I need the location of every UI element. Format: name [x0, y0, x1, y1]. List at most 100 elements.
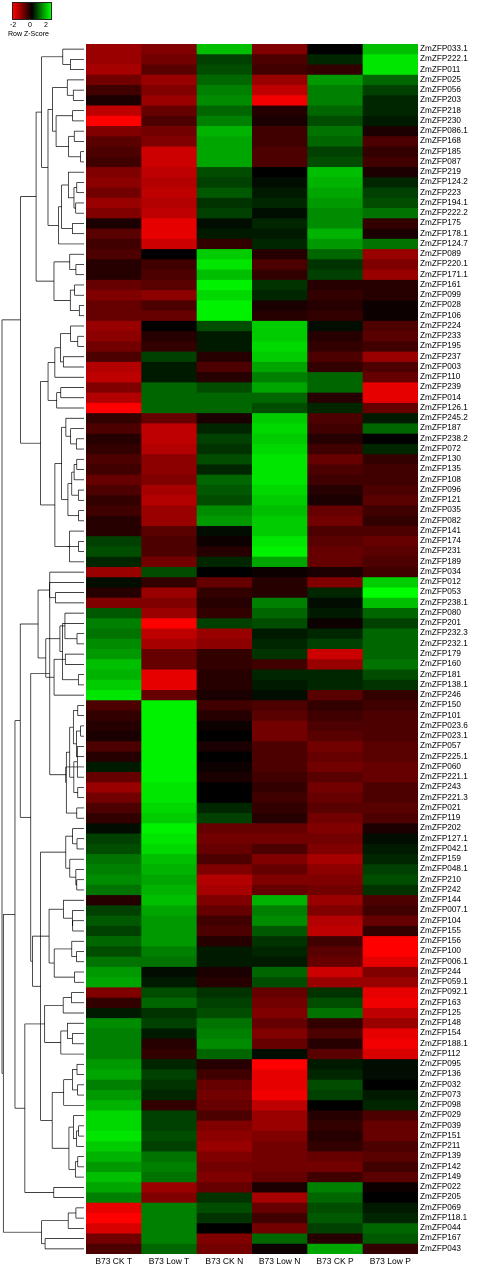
heatmap-cell: [86, 1079, 142, 1091]
row-label: ZmZFP244: [420, 966, 461, 976]
heatmap-cell: [307, 915, 364, 927]
heatmap-cell: [252, 1182, 308, 1194]
heatmap-cell: [86, 146, 142, 158]
row-label: ZmZFP127.1: [420, 833, 468, 843]
heatmap-cell: [196, 454, 253, 466]
heatmap-cell: [86, 690, 142, 701]
row-label: ZmZFP224: [420, 320, 461, 330]
heatmap-cell: [86, 1007, 142, 1019]
row-label: ZmZFP044: [420, 1223, 461, 1233]
heatmap-cell: [141, 464, 198, 476]
heatmap-cell: [141, 1028, 198, 1040]
column-labels: B73 CK T B73 Low T B73 CK N B73 Low N B73 CK…: [86, 1256, 418, 1270]
heatmap-cell: [362, 936, 418, 947]
heatmap-cell: [141, 556, 198, 568]
row-label: ZmZFP028: [420, 300, 461, 310]
heatmap-cell: [196, 310, 253, 322]
heatmap-cell: [362, 279, 418, 291]
heatmap-cell: [141, 690, 198, 701]
row-label: ZmZFP119: [420, 813, 461, 823]
heatmap-cell: [362, 238, 418, 250]
heatmap-cell: [307, 525, 364, 537]
heatmap-cell: [86, 946, 142, 958]
heatmap-cell: [307, 628, 364, 640]
heatmap-cell: [196, 464, 253, 476]
heatmap-cell: [307, 1007, 364, 1019]
heatmap-cell: [86, 966, 142, 978]
heatmap-cell: [141, 382, 198, 394]
column-label: B73 Low N: [258, 1256, 301, 1266]
heatmap-cell: [252, 905, 308, 917]
heatmap-cell: [362, 915, 418, 927]
heatmap-cell: [86, 300, 142, 312]
heatmap-cell: [307, 136, 364, 148]
heatmap-cell: [307, 1161, 364, 1173]
heatmap-cell: [252, 607, 308, 619]
heatmap-cell: [141, 700, 198, 712]
heatmap-cell: [141, 187, 198, 199]
heatmap-cell: [196, 1161, 253, 1173]
color-key-tick-low: -2: [10, 22, 17, 29]
row-label: ZmZFP034: [420, 566, 461, 576]
heatmap-cell: [141, 54, 198, 66]
heatmap-cell: [141, 751, 198, 763]
heatmap-cell: [86, 1233, 142, 1245]
row-label: ZmZFP025: [420, 74, 461, 84]
heatmap-cell: [141, 731, 198, 742]
heatmap-cell: [141, 956, 198, 968]
row-label: ZmZFP231: [420, 546, 461, 556]
heatmap-cell: [362, 556, 418, 568]
heatmap-cell: [252, 218, 308, 230]
heatmap-cell: [196, 536, 253, 548]
row-label: ZmZFP118.1: [420, 1212, 468, 1222]
heatmap-cell: [196, 895, 253, 906]
heatmap-cell: [196, 208, 253, 219]
heatmap-cell: [86, 956, 142, 968]
heatmap-cell: [307, 1018, 364, 1029]
heatmap-cell: [362, 1182, 418, 1194]
heatmap-cell: [362, 505, 418, 517]
row-label: ZmZFP178.1: [420, 228, 468, 238]
heatmap-cell: [196, 782, 253, 794]
heatmap-cell: [252, 792, 308, 804]
heatmap-cell: [252, 710, 308, 722]
heatmap-cell: [86, 382, 142, 394]
heatmap-cell: [252, 1089, 308, 1101]
heatmap-cell: [196, 1202, 253, 1214]
heatmap-cell: [362, 126, 418, 137]
heatmap-cell: [252, 597, 308, 609]
heatmap-cell: [252, 782, 308, 794]
heatmap-cell: [141, 1161, 198, 1173]
heatmap-cell: [307, 1141, 364, 1153]
heatmap-cell: [86, 74, 142, 86]
heatmap-cell: [141, 310, 198, 322]
heatmap-cell: [86, 177, 142, 189]
heatmap-cell: [307, 413, 364, 424]
heatmap-cell: [196, 259, 253, 271]
heatmap-cell: [196, 269, 253, 281]
heatmap-cell: [307, 638, 364, 650]
heatmap-cell: [141, 1130, 198, 1142]
heatmap-grid: [86, 44, 418, 1254]
heatmap-cell: [307, 259, 364, 271]
heatmap-cell: [196, 761, 253, 773]
heatmap-cell: [307, 700, 364, 712]
heatmap-cell: [362, 956, 418, 968]
heatmap-cell: [196, 1079, 253, 1091]
heatmap-cell: [307, 1069, 364, 1081]
heatmap-cell: [252, 1223, 308, 1235]
heatmap-cell: [196, 1110, 253, 1122]
row-label: ZmZFP124.2: [420, 177, 468, 187]
heatmap-cell: [362, 167, 418, 178]
heatmap-cell: [196, 854, 253, 865]
heatmap-cell: [252, 331, 308, 342]
heatmap-cell: [196, 1038, 253, 1050]
row-label: ZmZFP221.3: [420, 792, 468, 802]
row-label: ZmZFP233: [420, 331, 461, 341]
heatmap-cell: [196, 484, 253, 496]
heatmap-cell: [307, 1028, 364, 1040]
heatmap-cell: [252, 1007, 308, 1019]
heatmap-cell: [307, 997, 364, 1009]
row-label: ZmZFP108: [420, 474, 461, 484]
heatmap-cell: [141, 1171, 198, 1183]
